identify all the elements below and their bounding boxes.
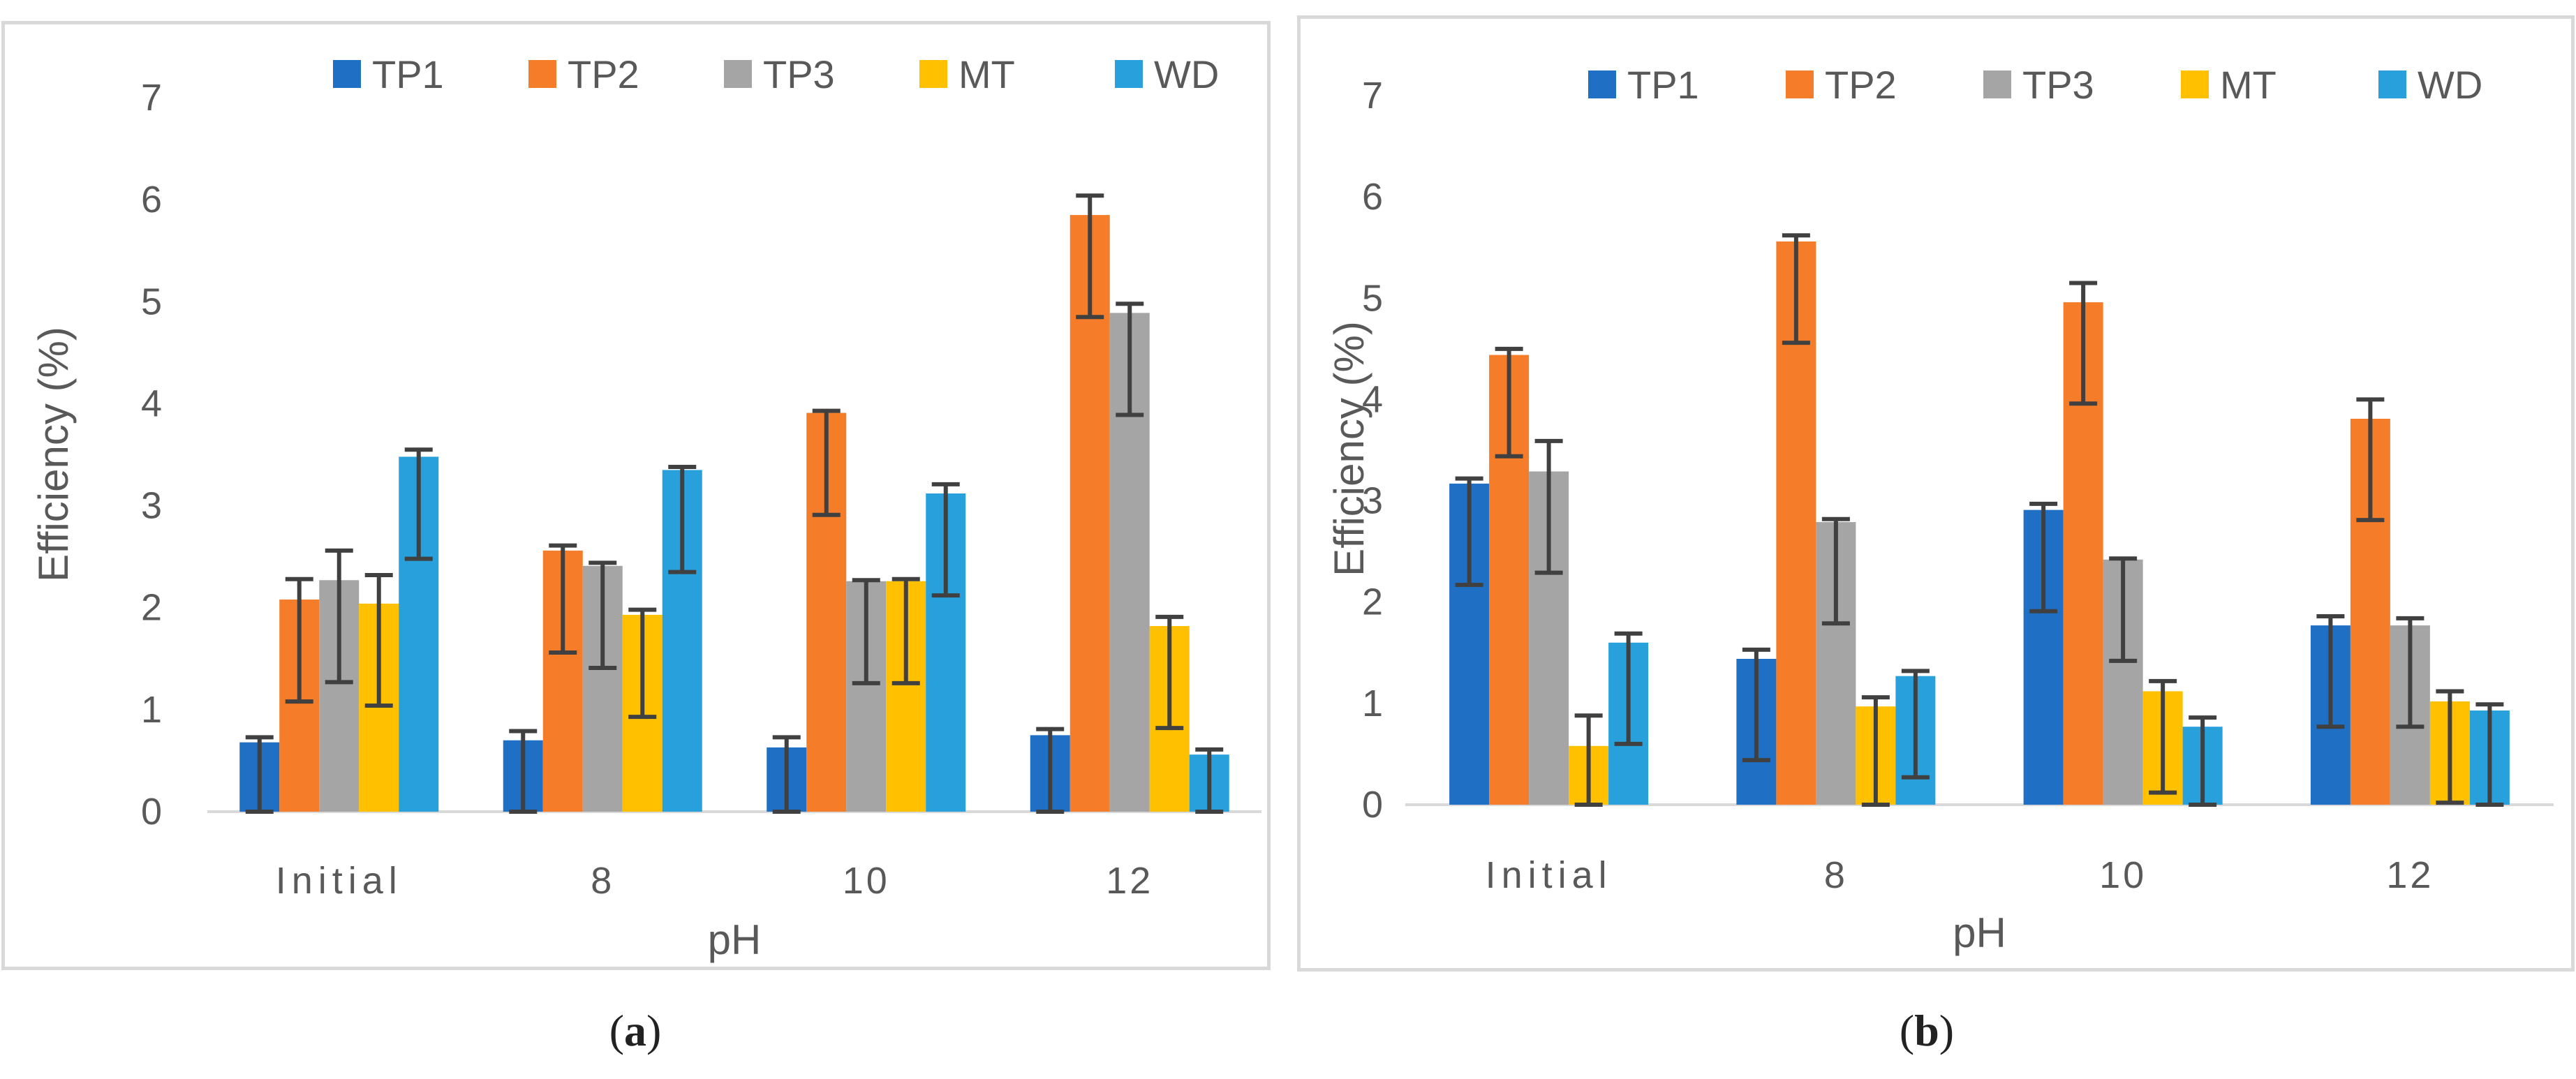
x-tick-label: 12	[1106, 860, 1153, 902]
error-bar	[549, 543, 577, 655]
chart-panel-a: 0 1 2 3 4 5 6 7 Efficiency (%) Initial 8 10 12 pH TP1 T…	[1, 21, 1271, 970]
y-axis-title: Efficiency (%)	[1326, 321, 1372, 576]
y-tick-label: 0	[1362, 784, 1383, 826]
y-tick-label: 6	[141, 179, 162, 221]
legend-label-tp2: TP2	[1825, 63, 1897, 107]
y-tick-label: 2	[141, 587, 162, 629]
error-bar	[1076, 193, 1104, 320]
caption-b: (b)	[1899, 1006, 1955, 1055]
legend-swatch-tp2	[1786, 70, 1814, 98]
error-bar	[245, 735, 274, 814]
error-bar	[1782, 233, 1810, 345]
error-bar	[285, 576, 313, 704]
legend-swatch-tp1	[1588, 70, 1616, 98]
legend-label-tp3: TP3	[2022, 63, 2094, 107]
legend-label-tp3: TP3	[763, 52, 835, 96]
error-bar	[2356, 397, 2385, 523]
error-bar	[1901, 669, 1930, 780]
y-tick-label: 5	[1362, 277, 1383, 319]
error-bar	[1155, 614, 1184, 731]
error-bar	[2316, 614, 2345, 729]
y-tick-label: 7	[141, 77, 162, 119]
y-tick-label: 0	[141, 791, 162, 833]
error-bar	[2069, 281, 2098, 406]
legend-swatch-wd	[1115, 60, 1143, 88]
caption-letter-b: b	[1914, 1006, 1939, 1055]
y-tick-label: 6	[1362, 176, 1383, 218]
error-bar	[2029, 501, 2058, 613]
error-bar	[1861, 695, 1890, 807]
error-bar	[2109, 556, 2138, 663]
y-tick-label: 3	[141, 485, 162, 527]
error-bar	[589, 560, 617, 670]
error-bar	[1534, 438, 1563, 575]
y-tick-label: 4	[1362, 378, 1383, 420]
error-bar	[325, 548, 353, 685]
y-tick-label: 1	[1362, 683, 1383, 724]
error-bar	[931, 482, 960, 598]
error-bar	[2396, 616, 2425, 729]
error-bar	[1195, 747, 1224, 814]
legend-label-mt: MT	[958, 52, 1015, 96]
x-tick-label: 12	[2386, 854, 2434, 896]
error-bar	[1821, 516, 1850, 626]
legend-label-mt: MT	[2220, 63, 2277, 107]
error-bar	[1614, 631, 1643, 746]
caption-letter-a: a	[624, 1006, 646, 1055]
error-bar	[772, 735, 801, 814]
error-bar	[2436, 689, 2464, 805]
x-tick-label: 8	[1824, 854, 1848, 896]
legend-label-tp2: TP2	[568, 52, 639, 96]
x-tick-label: 10	[2099, 854, 2147, 896]
y-tick-label: 5	[141, 281, 162, 322]
error-bar	[1455, 476, 1483, 588]
x-tick-label: 10	[843, 860, 890, 902]
legend-label-tp1: TP1	[372, 52, 444, 96]
error-bar	[364, 572, 393, 708]
legend-swatch-tp3	[724, 60, 752, 88]
legend-swatch-mt	[2181, 70, 2209, 98]
error-bar	[509, 729, 538, 814]
error-bar	[891, 576, 920, 685]
legend-swatch-tp2	[528, 60, 556, 88]
x-axis-title: pH	[1953, 909, 2006, 956]
y-axis-title: Efficiency (%)	[30, 327, 77, 582]
chart-panel-b: 0 1 2 3 4 5 6 7 Efficiency (%) Initial 8 10 12 pH TP1 T…	[1297, 15, 2575, 972]
x-tick-label: 8	[591, 860, 614, 902]
x-axis-title: pH	[708, 916, 762, 963]
error-bar	[1574, 713, 1603, 807]
error-bar	[628, 607, 657, 720]
error-bar	[668, 465, 697, 574]
y-tick-label: 4	[141, 382, 162, 424]
error-bar	[2189, 715, 2217, 807]
error-bar	[852, 578, 880, 685]
error-bar	[2475, 702, 2504, 807]
error-bar	[812, 408, 841, 517]
legend-swatch-wd	[2378, 70, 2406, 98]
x-tick-label: Initial	[276, 860, 403, 902]
y-tick-label: 3	[1362, 480, 1383, 522]
legend-label-tp1: TP1	[1627, 63, 1699, 107]
error-bar	[1116, 302, 1144, 417]
legend-label-wd: WD	[1154, 52, 1219, 96]
error-bar	[1742, 647, 1770, 763]
caption-a: (a)	[609, 1006, 662, 1055]
x-tick-label: Initial	[1486, 854, 1613, 896]
error-bar	[1495, 346, 1523, 459]
y-tick-label: 2	[1362, 581, 1383, 623]
legend-swatch-tp3	[1983, 70, 2011, 98]
error-bar	[404, 447, 433, 561]
y-tick-label: 1	[141, 689, 162, 731]
legend-swatch-mt	[919, 60, 947, 88]
legend-swatch-tp1	[333, 60, 361, 88]
error-bar	[2149, 678, 2177, 795]
legend-label-wd: WD	[2418, 63, 2482, 107]
error-bar	[1036, 727, 1065, 814]
y-tick-label: 7	[1362, 75, 1383, 117]
